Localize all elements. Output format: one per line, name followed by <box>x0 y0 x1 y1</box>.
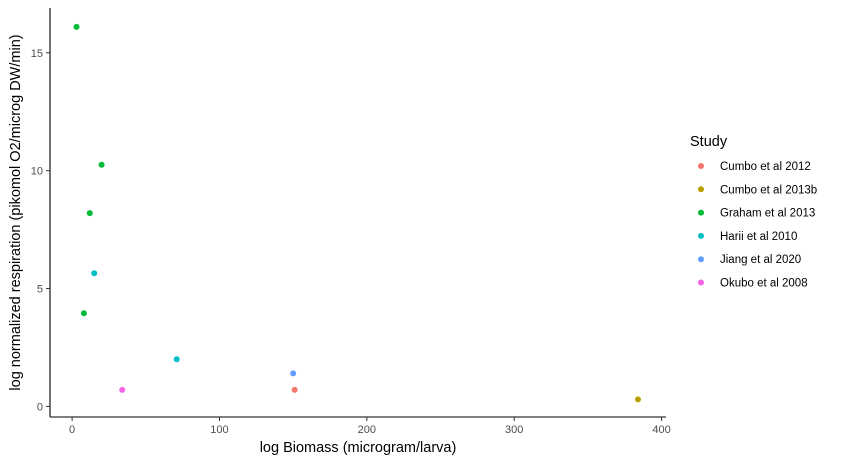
point-graham-et-al-2013-2 <box>86 210 93 217</box>
point-jiang-et-al-2020-0 <box>290 370 297 377</box>
point-cumbo-et-al-2013b-0 <box>635 396 641 403</box>
legend-label-1: Cumbo et al 2013b <box>720 184 817 196</box>
legend-label-5: Okubo et al 2008 <box>720 278 808 290</box>
legend-key-2 <box>698 209 704 216</box>
x-tick-label: 300 <box>505 424 523 436</box>
legend-label-0: Cumbo et al 2012 <box>720 161 811 173</box>
legend-label-4: Jiang et al 2020 <box>720 254 801 266</box>
point-graham-et-al-2013-0 <box>73 23 80 30</box>
plot-area <box>73 23 641 403</box>
legend-key-3 <box>698 232 704 239</box>
x-tick-label: 100 <box>210 424 228 436</box>
legend-key-0 <box>698 163 704 169</box>
legend-title: Study <box>690 134 728 150</box>
y-tick-label: 10 <box>31 166 43 178</box>
legend: Study Cumbo et al 2012 Cumbo et al 2013b G… <box>690 134 817 290</box>
point-graham-et-al-2013-1 <box>98 161 105 168</box>
x-axis-title: log Biomass (microgram/larva) <box>260 440 457 456</box>
x-tick-label: 200 <box>358 424 376 436</box>
point-okubo-et-al-2008-0 <box>119 386 126 393</box>
y-tick-label: 5 <box>37 284 43 296</box>
axes: 0 100 200 300 400 0 5 10 15 <box>31 8 671 436</box>
legend-key-5 <box>698 279 704 286</box>
legend-label-3: Harii et al 2010 <box>720 231 797 243</box>
y-tick-label: 15 <box>31 48 43 60</box>
point-graham-et-al-2013-3 <box>80 310 87 317</box>
legend-label-2: Graham et al 2013 <box>720 208 815 220</box>
x-tick-label: 400 <box>652 424 670 436</box>
legend-key-1 <box>698 186 704 193</box>
y-axis-title: log normalized respiration (pikomol O2/m… <box>8 34 24 390</box>
point-harii-et-al-2010-1 <box>173 356 180 363</box>
legend-key-4 <box>698 256 704 263</box>
x-tick-label: 0 <box>69 424 75 436</box>
point-harii-et-al-2010-0 <box>91 270 98 277</box>
point-cumbo-et-al-2012-0 <box>291 386 298 393</box>
y-tick-label: 0 <box>37 401 43 413</box>
